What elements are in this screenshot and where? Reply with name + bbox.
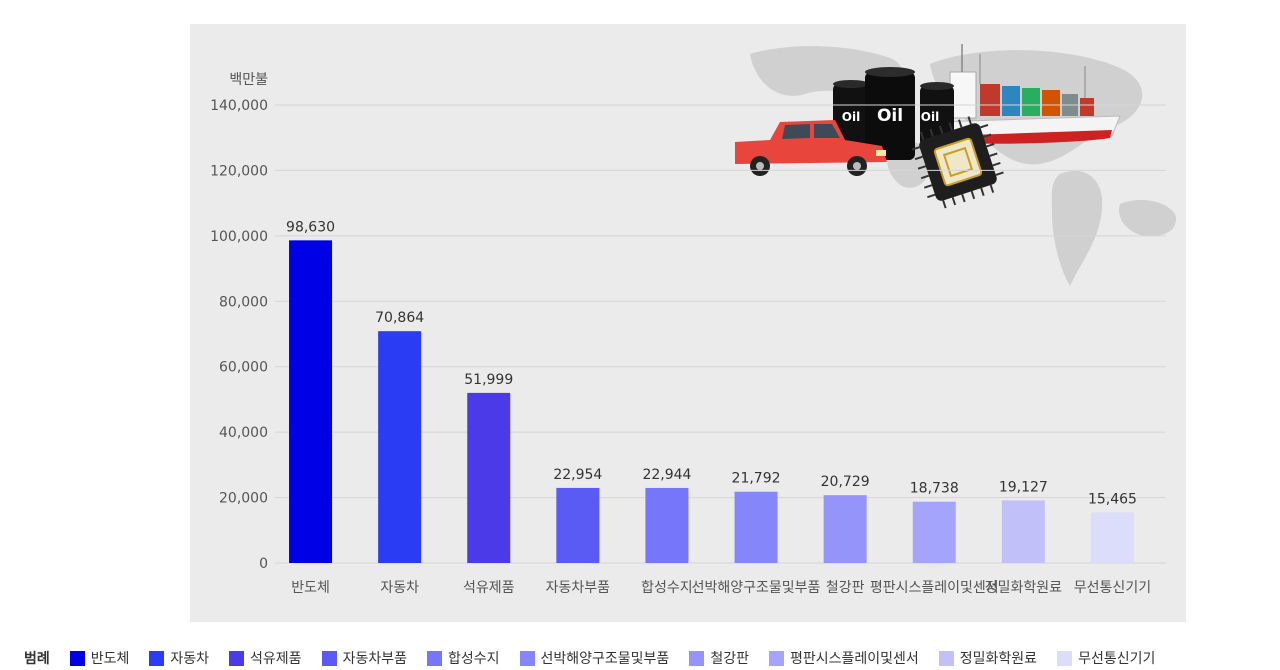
data-label: 15,465 (1088, 491, 1137, 507)
bar (289, 240, 333, 564)
legend-label: 자동차부품 (342, 651, 407, 667)
bars: 98,630 70,864 51,999 22,954 22,944 21,792 20,7… (286, 219, 1137, 564)
y-tick-label: 100,000 (210, 229, 268, 245)
x-tick-label: 합성수지 (641, 580, 693, 596)
microchip-icon (911, 116, 1004, 209)
y-tick-label: 80,000 (219, 294, 268, 310)
y-tick-label: 60,000 (219, 360, 268, 376)
chart-panel: Oil Oil Oil (190, 24, 1186, 622)
bar (823, 495, 867, 563)
legend-swatch (938, 650, 954, 666)
gridlines (275, 104, 1166, 564)
data-label: 22,944 (642, 467, 691, 483)
legend-item: 자동차부품 (321, 648, 407, 668)
y-tick-label: 20,000 (219, 491, 268, 507)
legend-swatch (768, 650, 784, 666)
x-tick-label: 반도체 (291, 580, 330, 596)
legend-swatch (229, 650, 245, 666)
y-tick-label: 0 (259, 556, 268, 572)
illustration: Oil Oil Oil (735, 44, 1176, 286)
legend-swatch (689, 650, 705, 666)
x-tick-label: 자동차부품 (546, 580, 611, 596)
bar (1090, 512, 1134, 563)
legend-label: 선박해양구조물및부품 (540, 651, 670, 667)
data-label: 18,738 (910, 481, 959, 497)
y-tick-label: 140,000 (210, 98, 268, 114)
legend-title: 범례 (24, 651, 50, 667)
legend-item: 자동차 (149, 648, 209, 668)
legend-label: 자동차 (170, 651, 210, 667)
bar (645, 487, 689, 563)
y-tick-label: 120,000 (210, 163, 268, 179)
oil-barrel-icon: Oil Oil Oil (833, 67, 954, 160)
legend-item: 철강판 (689, 648, 749, 668)
legend-label: 합성수지 (447, 651, 500, 667)
legend-swatch (149, 650, 165, 666)
y-tick-label: 40,000 (219, 425, 268, 441)
x-tick-label: 철강판 (826, 580, 865, 596)
data-label: 19,127 (999, 479, 1048, 495)
data-label: 21,792 (732, 471, 781, 487)
legend-item: 반도체 (69, 648, 130, 668)
bar (467, 392, 511, 563)
pickup-truck-icon (735, 120, 887, 176)
legend-swatch (519, 650, 535, 666)
oil-barrel-label: Oil (842, 110, 860, 124)
y-axis: 백만불 0 20,000 40,000 60,000 80,000 100,000 120,… (210, 72, 268, 572)
legend-item: 무선통신기기 (1057, 648, 1155, 668)
oil-barrel-label: Oil (877, 106, 903, 126)
legend: 범례 반도체 자동차 석유제품 자동차부품 합성수지 선박해양구조물및부품 철강판 평판시스플… (24, 648, 1274, 668)
bar (912, 501, 956, 563)
data-label: 98,630 (286, 219, 335, 235)
bar (1001, 500, 1045, 563)
x-tick-label: 선박해양구조물및부품 (692, 580, 821, 596)
x-tick-label: 평판시스플레이및센서 (870, 580, 999, 596)
legend-label: 무선통신기기 (1078, 651, 1156, 667)
cargo-ship-icon (934, 44, 1121, 144)
legend-swatch (426, 650, 442, 666)
oil-barrel-label: Oil (921, 110, 939, 124)
legend-item: 정밀화학원료 (938, 648, 1038, 668)
legend-label: 반도체 (90, 651, 130, 667)
legend-swatch (69, 650, 85, 666)
legend-label: 정밀화학원료 (959, 651, 1038, 667)
x-tick-label: 자동차 (380, 580, 419, 596)
bar (734, 491, 778, 563)
legend-label: 석유제품 (250, 651, 302, 667)
data-label: 20,729 (821, 474, 870, 490)
data-label: 51,999 (464, 372, 513, 388)
legend-label: 철강판 (710, 651, 749, 667)
x-tick-label: 무선통신기기 (1074, 580, 1151, 596)
legend-swatch (1057, 650, 1073, 666)
bar (556, 487, 600, 563)
legend-item: 선박해양구조물및부품 (519, 648, 670, 668)
legend-item: 석유제품 (229, 648, 302, 668)
legend-item: 평판시스플레이및센서 (768, 648, 919, 668)
data-label: 70,864 (375, 310, 424, 326)
legend-item: 합성수지 (426, 648, 500, 668)
y-axis-unit-label: 백만불 (229, 72, 268, 88)
x-tick-label: 석유제품 (463, 580, 515, 596)
bar-chart: Oil Oil Oil (210, 44, 1176, 596)
legend-swatch (321, 650, 337, 666)
data-label: 22,954 (553, 467, 602, 483)
legend-label: 평판시스플레이및센서 (789, 651, 919, 667)
bar (378, 331, 422, 563)
x-tick-label: 정밀화학원료 (985, 580, 1062, 596)
